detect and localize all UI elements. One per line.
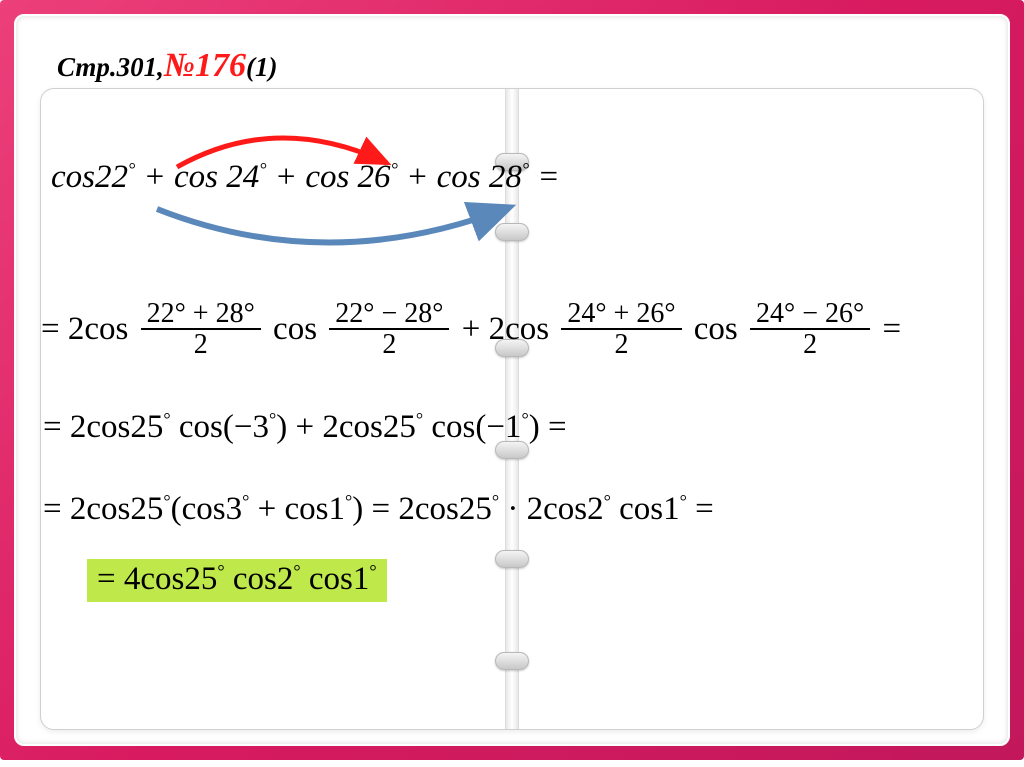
frac-num: 24° + 26° — [561, 299, 681, 330]
eq2-mid3: cos — [694, 311, 738, 347]
content-area: Стр.301,№176(1) cos22° + cos 24° + cos 2… — [47, 101, 977, 723]
eq1-t: 22° + cos 24° + cos 26° + cos 28° = — [95, 159, 560, 195]
frac-den: 2 — [750, 330, 870, 359]
notebook-page: Стр.301,№176(1) cos22° + cos 24° + cos 2… — [40, 88, 984, 730]
page-heading: Стр.301,№176(1) — [57, 47, 278, 85]
frac-den: 2 — [329, 330, 449, 359]
eq2-mid1: cos — [273, 311, 317, 347]
eq2-prefix: = 2cos — [41, 311, 128, 347]
eq2-frac2: 22° − 28° 2 — [329, 299, 449, 360]
frac-num: 22° − 28° — [329, 299, 449, 330]
eq2-suffix: = — [882, 311, 901, 347]
frac-den: 2 — [561, 330, 681, 359]
heading-prefix: Стр.301, — [57, 52, 164, 82]
frac-num: 22° + 28° — [141, 299, 261, 330]
eq2-frac1: 22° + 28° 2 — [141, 299, 261, 360]
eq1-cos: cos — [51, 159, 95, 195]
equation-line-4: = 2cos25°(cos3° + cos1°) = 2cos25° · 2co… — [43, 491, 714, 528]
inner-frame: Стр.301,№176(1) cos22° + cos 24° + cos 2… — [14, 14, 1010, 746]
eq2-mid2: + 2cos — [462, 311, 549, 347]
final-answer-highlight: = 4cos25° cos2° cos1° — [87, 559, 387, 602]
equation-line-1: cos22° + cos 24° + cos 26° + cos 28° = — [51, 159, 560, 196]
heading-number: №176 — [164, 47, 246, 84]
grouping-arrows — [47, 101, 1007, 291]
equation-line-2: = 2cos 22° + 28° 2 cos 22° − 28° 2 + 2co… — [41, 301, 901, 362]
outer-frame: Стр.301,№176(1) cos22° + cos 24° + cos 2… — [0, 0, 1024, 760]
eq2-frac3: 24° + 26° 2 — [561, 299, 681, 360]
equation-line-3: = 2cos25° cos(−3°) + 2cos25° cos(−1°) = — [43, 409, 567, 446]
frac-den: 2 — [141, 330, 261, 359]
frac-num: 24° − 26° — [750, 299, 870, 330]
equation-line-5: = 4cos25° cos2° cos1° — [87, 559, 387, 602]
arrow-bottom — [157, 209, 505, 243]
eq2-frac4: 24° − 26° 2 — [750, 299, 870, 360]
heading-suffix: (1) — [246, 52, 277, 82]
